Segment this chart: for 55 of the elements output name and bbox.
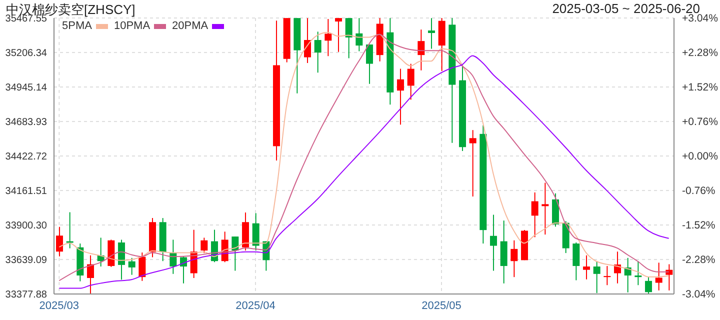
y-tick-label: 33900.30	[5, 220, 48, 232]
candlestick	[314, 31, 322, 74]
candlestick	[604, 265, 611, 286]
candlestick	[138, 252, 146, 282]
candlestick	[531, 192, 538, 238]
candlestick	[428, 18, 435, 50]
candlestick	[407, 63, 414, 100]
candlestick	[593, 260, 600, 294]
candlestick	[324, 18, 332, 57]
y-tick-label: 34945.14	[5, 82, 48, 94]
candlestick	[572, 242, 580, 281]
y-tick-label: 33377.88	[5, 290, 48, 301]
x-tick-label: 2025/03	[39, 300, 80, 312]
candlestick	[56, 226, 63, 257]
candlestick	[634, 260, 642, 286]
candlestick	[118, 239, 125, 280]
candlestick	[366, 44, 373, 84]
candlestick	[490, 214, 497, 272]
y2-tick-label: -2.28%	[682, 254, 716, 266]
legend-label: 5PMA	[62, 20, 92, 32]
candlestick	[542, 182, 549, 236]
candlestick	[200, 237, 208, 254]
y-tick-label: 34422.72	[5, 152, 48, 163]
candlestick	[345, 18, 352, 59]
y-tick-label: 33639.09	[5, 255, 48, 266]
y-tick-label: 35206.34	[5, 48, 48, 60]
candlestick	[356, 18, 363, 52]
candlestick	[583, 254, 590, 280]
y-tick-label: 34161.51	[5, 186, 48, 198]
y2-tick-label: -1.52%	[682, 220, 716, 232]
candlestick	[252, 212, 260, 252]
y-tick-label: 35467.55	[5, 14, 48, 25]
y2-tick-label: +0.76%	[682, 116, 718, 128]
candlestick	[335, 18, 342, 52]
candlestick	[232, 236, 239, 272]
y2-tick-label: +1.52%	[682, 82, 718, 94]
y2-tick-label: -0.76%	[682, 185, 716, 198]
legend-label: 20PMA	[172, 20, 208, 32]
candlestick	[397, 68, 404, 126]
legend-label: 10PMA	[114, 20, 150, 32]
y2-tick-label: +2.28%	[682, 47, 718, 60]
candlestick	[87, 254, 94, 294]
x-tick-label: 2025/05	[422, 300, 462, 312]
candlestick	[128, 257, 136, 276]
y2-tick-label: -3.04%	[682, 288, 716, 301]
candlestick	[655, 262, 662, 291]
y2-tick-label: +0.00%	[682, 150, 718, 163]
candlestick	[469, 130, 476, 198]
candlestick	[418, 29, 425, 71]
candlestick	[645, 276, 652, 294]
y2-tick-label: +3.04%	[682, 12, 718, 25]
candlestick	[510, 240, 518, 278]
candlestick	[304, 18, 311, 64]
x-tick-label: 2025/04	[236, 300, 276, 312]
y-tick-label: 34683.93	[5, 117, 48, 128]
